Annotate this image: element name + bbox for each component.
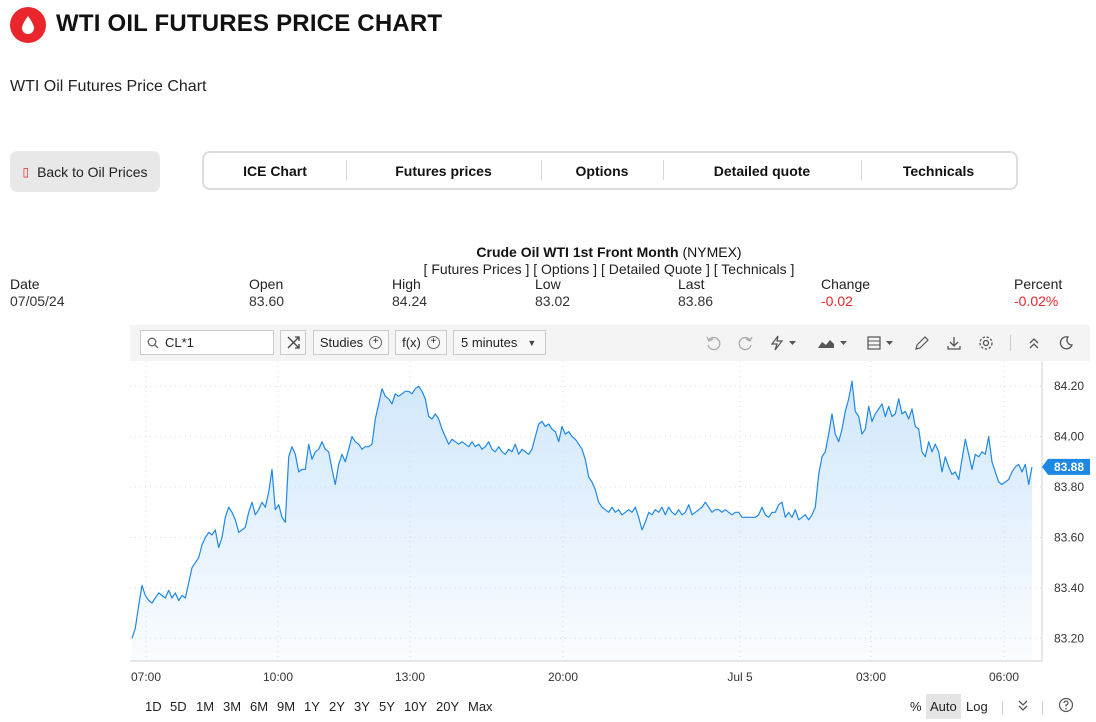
chevron-down-icon[interactable] — [1016, 698, 1030, 717]
scale-log-button[interactable]: Log — [966, 699, 988, 714]
quote-label-low: Low — [535, 276, 561, 292]
price-chart[interactable]: 84.20 84.00 83.80 83.60 83.40 83.20 07:00 10:00… — [130, 361, 1090, 689]
add-study-icon: + — [369, 336, 383, 349]
instrument-title: Crude Oil WTI 1st Front Month (NYMEX) — [0, 244, 1096, 260]
y-tick-label: 83.80 — [1054, 480, 1084, 494]
fx-label: f(x) — [402, 335, 421, 350]
last-price-badge — [1042, 458, 1090, 475]
range-divider — [1042, 701, 1043, 715]
layout-icon[interactable] — [866, 334, 898, 352]
quote-value-change: -0.02 — [821, 293, 853, 309]
quote-label-open: Open — [249, 276, 284, 292]
quote-label-last: Last — [678, 276, 705, 292]
range-divider — [1002, 701, 1003, 715]
y-tick-label: 84.20 — [1054, 379, 1084, 393]
range-6m[interactable]: 6M — [250, 699, 269, 714]
quote-value-date: 07/05/24 — [10, 293, 65, 309]
brand-logo — [10, 7, 46, 43]
redo-icon[interactable] — [736, 334, 756, 352]
range-1y[interactable]: 1Y — [304, 699, 320, 714]
range-2y[interactable]: 2Y — [329, 699, 345, 714]
range-20y[interactable]: 20Y — [436, 699, 460, 714]
quote-label-date: Date — [10, 276, 40, 292]
toolbar-divider — [1010, 335, 1011, 351]
range-1d[interactable]: 1D — [145, 699, 162, 714]
tab-ice-chart[interactable]: ICE Chart — [243, 162, 307, 179]
last-price-label: 83.88 — [1054, 460, 1084, 474]
y-tick-label: 83.20 — [1054, 631, 1084, 645]
instrument-links[interactable]: [ Futures Prices ] [ Options ] [ Detaile… — [423, 261, 795, 277]
compare-button[interactable] — [280, 330, 306, 355]
range-9m[interactable]: 9M — [277, 699, 296, 714]
settings-icon[interactable] — [976, 334, 996, 352]
range-selector: 1D 5D 1M 3M 6M 9M 1Y 2Y 3Y 5Y 10Y 20Y Ma… — [130, 692, 1090, 720]
quote-label-percent: Percent — [1014, 276, 1063, 292]
page-subtitle: WTI Oil Futures Price Chart — [10, 78, 207, 95]
series-area — [132, 381, 1032, 661]
x-tick-label: Jul 5 — [727, 670, 753, 684]
range-1m[interactable]: 1M — [196, 699, 215, 714]
symbol-value: CL*1 — [165, 335, 194, 350]
range-3y[interactable]: 3Y — [354, 699, 370, 714]
range-5d[interactable]: 5D — [170, 699, 187, 714]
quote-value-percent: -0.02% — [1014, 293, 1059, 309]
fx-button[interactable]: f(x) + — [395, 330, 447, 355]
series-line[interactable] — [131, 380, 1033, 639]
section-tabs: ICE Chart Futures prices Options Detaile… — [202, 151, 1018, 190]
x-tick-label: 10:00 — [263, 670, 293, 684]
add-fx-icon: + — [426, 336, 440, 349]
range-5y[interactable]: 5Y — [379, 699, 395, 714]
quote-label-high: High — [392, 276, 421, 292]
y-tick-label: 84.00 — [1054, 430, 1084, 444]
tab-detailed-quote[interactable]: Detailed quote — [663, 159, 861, 180]
range-3m[interactable]: 3M — [223, 699, 242, 714]
back-to-oil-prices-button[interactable]: ▯ Back to Oil Prices — [10, 151, 160, 192]
x-tick-label: 07:00 — [131, 670, 161, 684]
quote-value-last: 83.86 — [678, 293, 714, 309]
studies-label: Studies — [319, 335, 364, 350]
pencil-icon[interactable] — [912, 334, 932, 352]
symbol-search-input[interactable]: CL*1 — [140, 330, 274, 355]
x-tick-label: 03:00 — [856, 670, 886, 684]
tab-options[interactable]: Options — [541, 159, 663, 180]
scale-percent-button[interactable]: % — [910, 699, 922, 714]
scale-auto-button[interactable]: Auto — [926, 694, 961, 719]
quote-value-high: 84.24 — [392, 293, 428, 309]
studies-button[interactable]: Studies + — [313, 330, 389, 355]
chevron-down-icon: ▼ — [527, 337, 537, 348]
range-max[interactable]: Max — [468, 699, 493, 714]
back-icon: ▯ — [22, 164, 30, 179]
dark-mode-icon[interactable] — [1056, 334, 1076, 352]
tab-futures-prices[interactable]: Futures prices — [346, 159, 541, 180]
instrument-name: Crude Oil WTI 1st Front Month — [476, 244, 679, 260]
range-10y[interactable]: 10Y — [404, 699, 428, 714]
page-title: WTI OIL FUTURES PRICE CHART — [56, 10, 443, 37]
instrument-exchange: (NYMEX) — [682, 244, 742, 260]
tab-technicals[interactable]: Technicals — [861, 159, 1016, 180]
x-tick-label: 13:00 — [395, 670, 425, 684]
quote-value-low: 83.02 — [535, 293, 571, 309]
compare-icon — [287, 336, 300, 349]
undo-icon[interactable] — [703, 334, 723, 352]
collapse-icon[interactable] — [1024, 334, 1044, 352]
y-tick-label: 83.60 — [1054, 530, 1084, 544]
x-tick-label: 20:00 — [548, 670, 578, 684]
quote-label-change: Change — [821, 276, 871, 292]
oil-drop-icon — [22, 16, 34, 34]
search-icon — [147, 337, 159, 348]
interval-select[interactable]: 5 minutes ▼ — [453, 330, 546, 355]
help-icon[interactable] — [1058, 697, 1074, 718]
drawing-tools-icon[interactable] — [768, 334, 800, 352]
x-tick-label: 06:00 — [989, 670, 1019, 684]
y-tick-label: 83.40 — [1054, 581, 1084, 595]
back-button-label: Back to Oil Prices — [37, 163, 148, 180]
chart-toolbar: CL*1 Studies + f(x) + 5 minutes ▼ — [130, 325, 1090, 361]
quote-value-open: 83.60 — [249, 293, 285, 309]
interval-label: 5 minutes — [461, 335, 518, 350]
chart-type-icon[interactable] — [816, 334, 850, 352]
download-icon[interactable] — [944, 334, 964, 352]
